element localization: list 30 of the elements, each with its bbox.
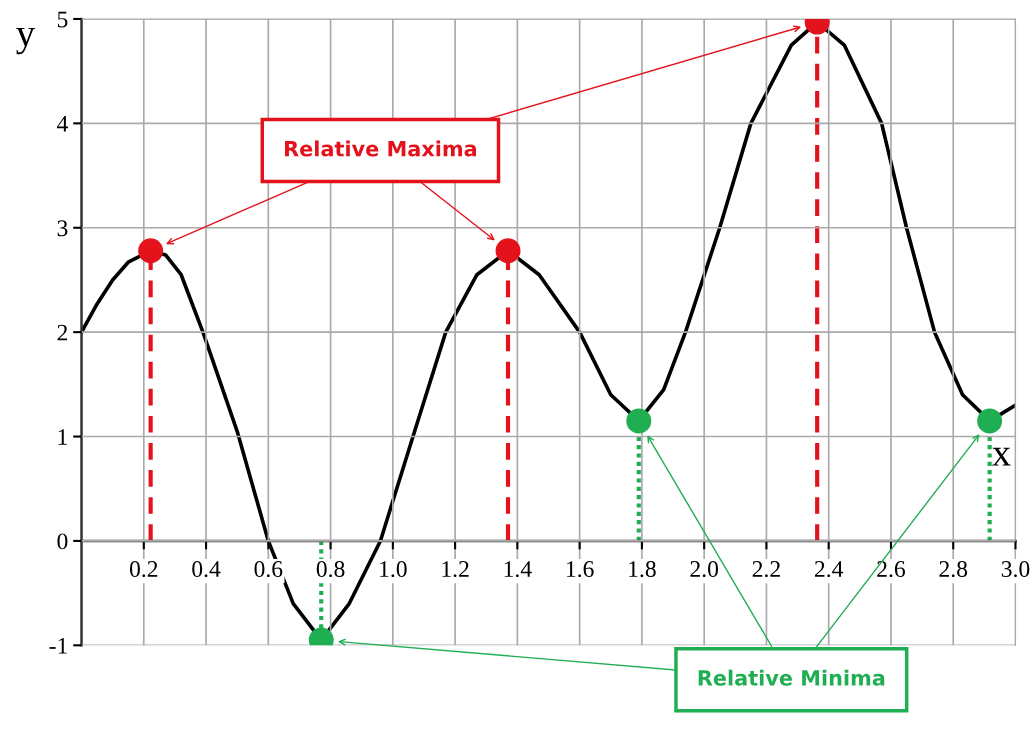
x-tick-label: 1.4 xyxy=(504,561,532,578)
x-tick-label: 1.2 xyxy=(442,561,469,578)
x-tick-label: 0.2 xyxy=(129,561,158,578)
x-tick-label: 1.8 xyxy=(629,561,656,578)
x-tick-label: 2.6 xyxy=(877,561,906,578)
y-tick-label: 4 xyxy=(56,116,68,132)
x-tick-label: 2.4 xyxy=(814,561,844,578)
y-tick-label: 0 xyxy=(57,533,68,550)
y-tick-label: -1 xyxy=(49,637,67,654)
x-tick-label: 0.8 xyxy=(316,561,345,578)
y-tick-label: 2 xyxy=(57,324,68,341)
y-tick-label: 1 xyxy=(58,429,67,445)
x-tick-label: 1.6 xyxy=(566,561,594,578)
y-tick-label: 3 xyxy=(57,220,68,237)
x-tick-label: 0.6 xyxy=(254,561,283,578)
annotation: Relative Maxima xyxy=(285,140,477,157)
x-axis-title: x xyxy=(992,447,1011,466)
point xyxy=(138,238,164,264)
x-tick-label: 0.4 xyxy=(192,561,221,578)
x-tick-label: 2.2 xyxy=(752,561,780,578)
point xyxy=(626,408,652,434)
x-tick-label: 3.0 xyxy=(1001,561,1030,578)
point xyxy=(495,238,521,264)
x-tick-label: 2.0 xyxy=(690,561,719,578)
x-tick-label: 2.8 xyxy=(939,561,968,578)
y-tick-label: 5 xyxy=(57,11,68,28)
point xyxy=(977,408,1003,434)
y-axis-title: y xyxy=(16,28,36,55)
text: Relative Minima xyxy=(698,669,885,686)
x-tick-label: 1.0 xyxy=(380,561,407,578)
